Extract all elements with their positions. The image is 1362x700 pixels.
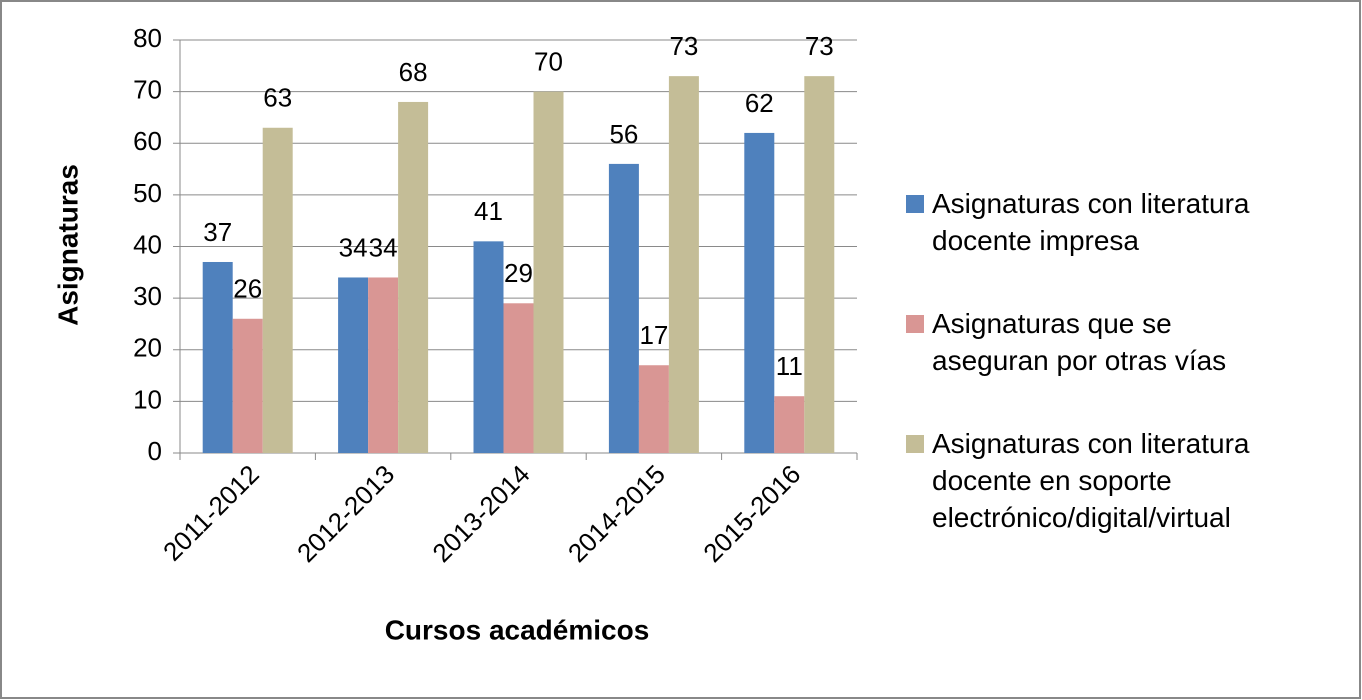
legend-swatch [906,435,924,453]
bar [774,396,805,453]
value-label: 11 [776,351,803,381]
legend-label: Asignaturas con literatura docente impre… [932,188,1250,256]
x-tick-label: 2011-2012 [157,459,265,567]
value-label: 68 [399,57,428,87]
value-label: 62 [745,88,774,118]
y-tick-label: 50 [133,178,162,208]
x-tick-label: 2014-2015 [562,459,671,568]
y-tick-label: 30 [133,281,162,311]
bar [262,127,293,453]
value-label: 73 [805,31,834,61]
bar [202,261,233,453]
y-tick-label: 40 [133,229,162,259]
x-tick-label: 2013-2014 [426,459,535,568]
value-label: 41 [474,196,503,226]
value-label: 56 [609,119,638,149]
legend-swatch [906,315,924,333]
value-label: 34 [339,232,368,262]
x-tick-label: 2012-2013 [291,459,400,568]
y-tick-label: 60 [133,126,162,156]
bar [473,241,504,453]
value-label: 63 [263,83,292,113]
bar [608,163,639,453]
bar [668,76,699,453]
legend-item: Asignaturas con literatura docente en so… [906,425,1286,536]
bar [533,91,564,453]
value-label: 26 [233,274,262,304]
bar [232,318,263,453]
bar [503,303,534,453]
y-axis-title: Asignaturas [52,164,83,326]
bar [338,277,369,453]
value-label: 70 [534,47,563,77]
value-label: 34 [369,232,398,262]
legend-label: Asignaturas que se aseguran por otras ví… [932,308,1227,376]
value-label: 37 [203,217,232,247]
y-tick-label: 0 [148,436,162,466]
bar [744,132,775,454]
y-tick-label: 70 [133,75,162,105]
bar [368,277,399,453]
value-label: 73 [669,31,698,61]
legend-item: Asignaturas con literatura docente impre… [906,185,1286,259]
value-label: 17 [639,320,668,350]
x-tick-label: 2015-2016 [697,459,806,568]
y-tick-label: 10 [133,384,162,414]
bar [398,101,429,453]
value-label: 29 [504,258,533,288]
legend: Asignaturas con literatura docente impre… [906,185,1286,582]
x-axis-title: Cursos académicos [385,614,650,645]
legend-swatch [906,195,924,213]
legend-item: Asignaturas que se aseguran por otras ví… [906,305,1286,379]
bar [638,365,669,453]
y-tick-label: 80 [133,23,162,53]
y-tick-label: 20 [133,333,162,363]
legend-label: Asignaturas con literatura docente en so… [932,428,1250,533]
bar [804,76,835,453]
